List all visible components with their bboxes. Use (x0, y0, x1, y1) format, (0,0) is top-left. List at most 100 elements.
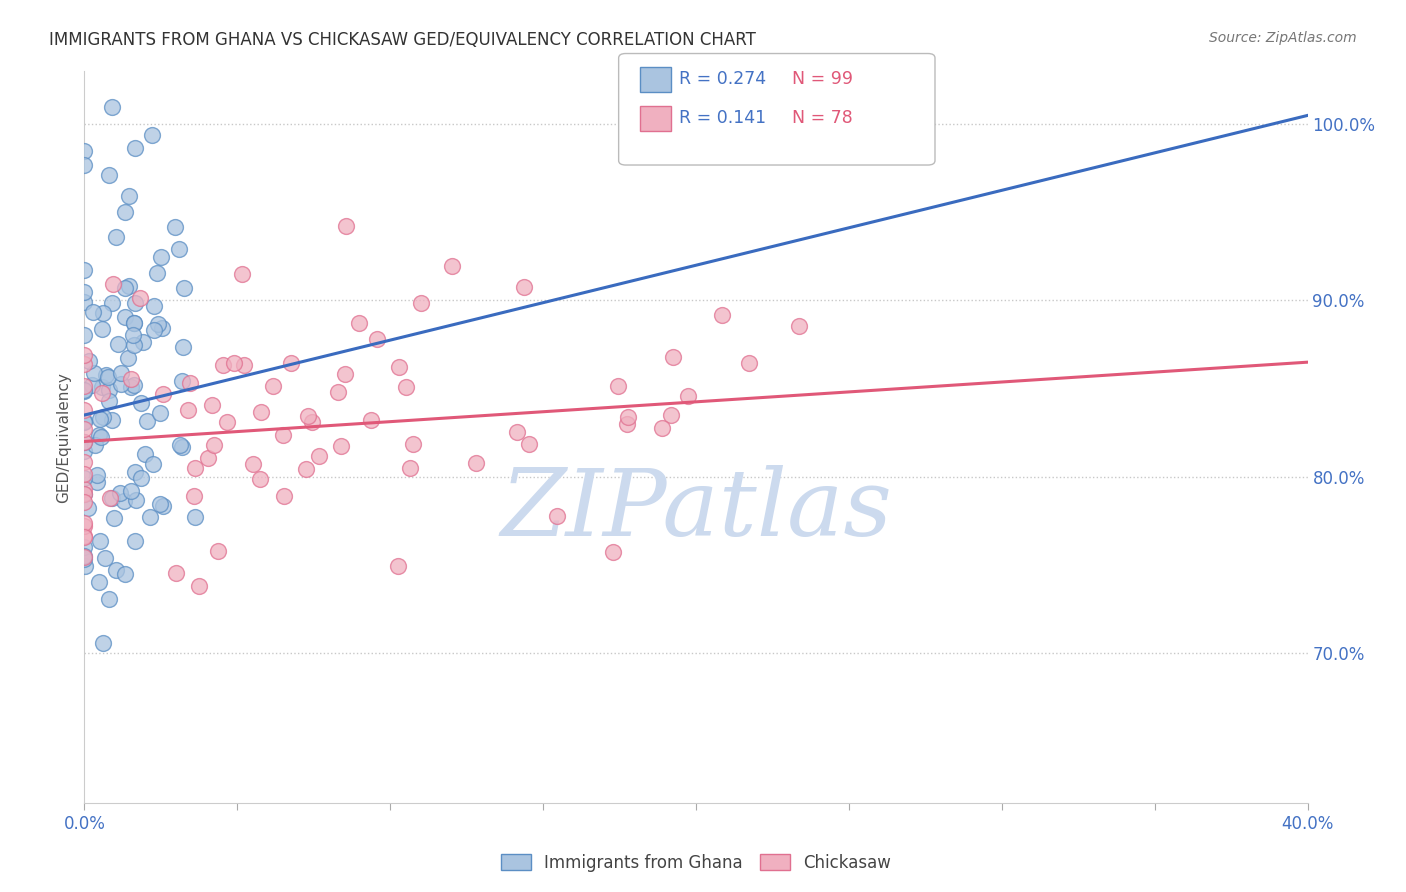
Point (73, 414, 96, 428)
Point (89, 412, 111, 426)
Point (651, 420, 673, 434)
Point (150, 321, 173, 335)
Point (517, 437, 540, 451)
Point (388, 359, 411, 374)
Point (97, 168, 120, 182)
Point (335, 219, 357, 233)
Point (101, 277, 124, 291)
Point (131, 470, 153, 484)
Point (73, 384, 96, 398)
Point (104, 563, 127, 577)
Point (118, 279, 141, 293)
Point (120, 380, 142, 394)
Point (249, 472, 271, 486)
Point (91, 321, 114, 335)
Point (273, 489, 295, 503)
Point (617, 409, 640, 424)
Point (122, 316, 145, 330)
Point (73, 294, 96, 309)
Point (139, 509, 162, 524)
Point (710, 308, 733, 322)
Point (172, 340, 194, 354)
Point (120, 372, 142, 386)
Point (360, 413, 382, 427)
Point (73, 549, 96, 563)
Point (114, 566, 136, 581)
Point (201, 398, 224, 412)
Point (602, 544, 624, 558)
Point (91, 410, 114, 425)
Point (402, 437, 425, 451)
Point (184, 460, 207, 475)
Point (73, 403, 96, 417)
Point (148, 406, 170, 420)
Y-axis label: GED/Equivalency: GED/Equivalency (56, 372, 72, 502)
Point (73, 383, 96, 397)
Point (103, 510, 125, 524)
Point (101, 296, 124, 310)
Point (183, 489, 205, 503)
Point (124, 141, 146, 155)
Point (217, 416, 239, 430)
Point (280, 356, 302, 370)
Point (73, 158, 96, 172)
Legend: Immigrants from Ghana, Chickasaw: Immigrants from Ghana, Chickasaw (495, 847, 897, 879)
Point (73, 422, 96, 436)
Point (100, 413, 122, 427)
Point (224, 356, 246, 370)
Point (73, 540, 96, 554)
Text: Source: ZipAtlas.com: Source: ZipAtlas.com (1209, 31, 1357, 45)
Point (202, 438, 225, 452)
Point (187, 579, 209, 593)
Point (242, 457, 264, 471)
Text: IMMIGRANTS FROM GHANA VS CHICKASAW GED/EQUIVALENCY CORRELATION CHART: IMMIGRANTS FROM GHANA VS CHICKASAW GED/E… (49, 31, 756, 49)
Point (101, 100, 124, 114)
Text: R = 0.274: R = 0.274 (679, 70, 766, 88)
Point (73, 529, 96, 543)
Point (170, 374, 193, 388)
Point (105, 229, 128, 244)
Point (91, 386, 114, 401)
Point (73, 327, 96, 342)
Point (787, 319, 810, 334)
Point (73, 519, 96, 533)
Point (118, 188, 141, 202)
Point (121, 327, 143, 342)
Point (152, 387, 174, 401)
Point (114, 310, 136, 324)
Point (82, 378, 104, 392)
Point (129, 396, 152, 410)
Point (82, 305, 104, 319)
Point (107, 337, 129, 351)
Point (176, 403, 198, 417)
Point (73, 486, 96, 500)
Point (86, 467, 108, 482)
Point (124, 296, 146, 310)
Point (146, 317, 169, 331)
Point (73, 467, 96, 482)
Point (86, 475, 108, 490)
Point (250, 405, 273, 419)
Point (169, 243, 191, 257)
Point (89, 533, 111, 548)
Point (91, 306, 114, 320)
Point (73, 444, 96, 458)
Text: ZIPatlas: ZIPatlas (501, 466, 891, 555)
Point (465, 456, 488, 470)
Point (110, 366, 132, 380)
Point (73, 348, 96, 362)
Point (94, 368, 117, 382)
Point (73, 455, 96, 469)
Point (232, 358, 254, 372)
Point (440, 259, 463, 273)
Point (76, 501, 98, 516)
Point (73, 434, 96, 449)
Point (197, 451, 219, 466)
Point (163, 220, 186, 235)
Point (142, 457, 165, 471)
Point (114, 204, 136, 219)
Point (676, 389, 699, 403)
Point (179, 376, 201, 390)
Point (73, 494, 96, 508)
Point (110, 377, 132, 392)
